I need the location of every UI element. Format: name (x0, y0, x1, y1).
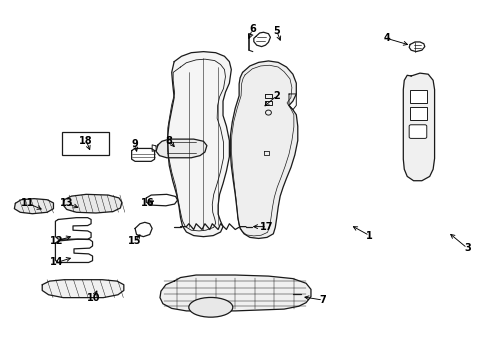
Polygon shape (156, 139, 207, 158)
Text: 14: 14 (50, 257, 64, 267)
Text: 17: 17 (260, 222, 274, 231)
Text: 8: 8 (166, 136, 172, 145)
Text: 3: 3 (464, 243, 471, 253)
FancyBboxPatch shape (410, 107, 427, 120)
Text: 12: 12 (50, 236, 64, 246)
Text: 13: 13 (60, 198, 74, 208)
Text: 11: 11 (21, 198, 34, 208)
Polygon shape (230, 61, 298, 238)
Text: 2: 2 (273, 91, 280, 101)
Polygon shape (168, 51, 231, 237)
Text: 18: 18 (79, 136, 93, 145)
Polygon shape (42, 280, 124, 298)
Text: 9: 9 (132, 139, 139, 149)
Ellipse shape (189, 297, 233, 317)
FancyBboxPatch shape (410, 90, 427, 103)
Text: 7: 7 (320, 295, 326, 305)
Polygon shape (160, 275, 311, 311)
Text: 6: 6 (249, 24, 256, 35)
FancyBboxPatch shape (62, 132, 109, 155)
Text: 16: 16 (141, 198, 154, 208)
Text: 1: 1 (366, 231, 373, 240)
Text: 10: 10 (87, 293, 100, 303)
FancyBboxPatch shape (409, 125, 427, 138)
Polygon shape (403, 73, 435, 181)
Text: 4: 4 (383, 33, 390, 43)
Polygon shape (14, 199, 53, 214)
Polygon shape (63, 194, 122, 213)
Text: 15: 15 (128, 236, 142, 246)
Text: 5: 5 (273, 26, 280, 36)
